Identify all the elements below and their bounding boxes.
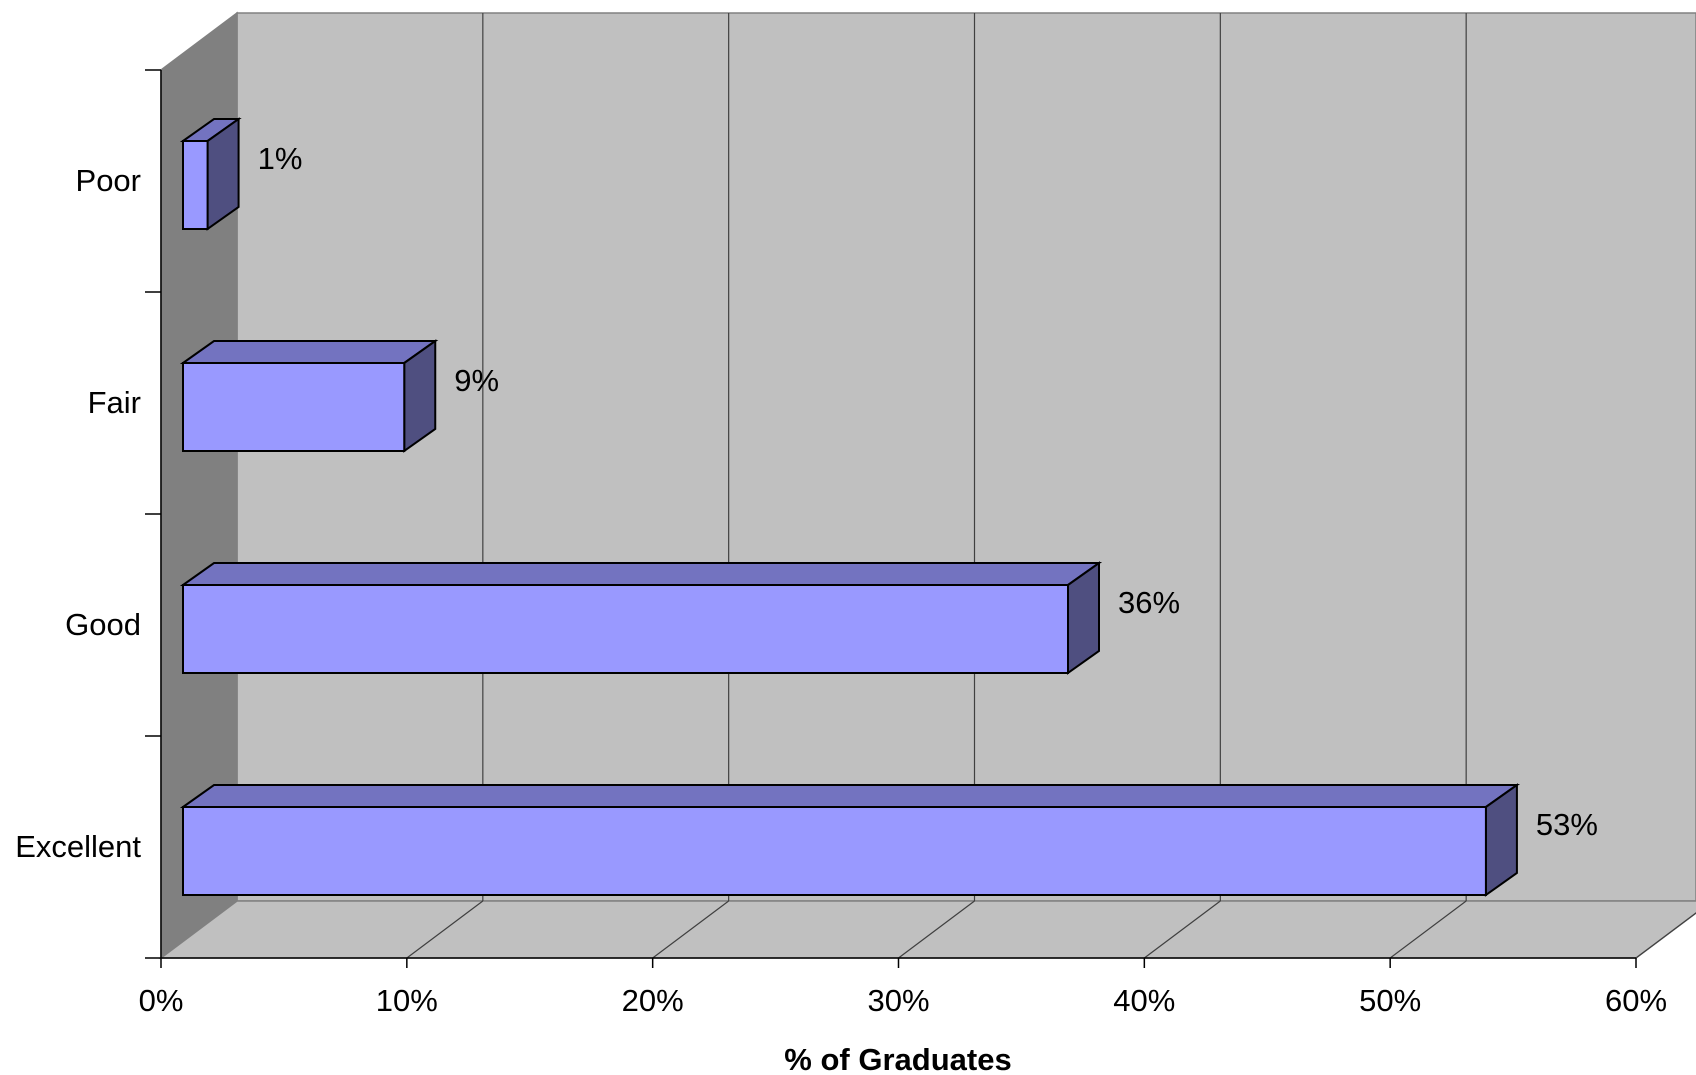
axes: [145, 69, 1637, 968]
back-wall: [236, 12, 1696, 902]
x-tick-label: 50%: [1359, 983, 1421, 1018]
floor: [158, 900, 1696, 959]
x-tick-label: 40%: [1113, 983, 1175, 1018]
floor-gridline: [1143, 900, 1221, 959]
floor-gridline: [1389, 900, 1467, 959]
gridlines: [406, 13, 1696, 959]
data-label: 1%: [258, 141, 303, 176]
bars: [179, 117, 1521, 897]
bar: [182, 140, 209, 230]
bar: [182, 362, 406, 452]
data-labels: 1% 9% 36% 53%: [258, 141, 1598, 842]
category-label: Poor: [76, 163, 141, 198]
x-axis-title: % of Graduates: [784, 1042, 1011, 1075]
x-tick-label: 0%: [139, 983, 184, 1018]
floor-gridline: [898, 900, 975, 959]
data-label: 36%: [1118, 585, 1180, 620]
category-label: Good: [65, 607, 141, 642]
category-label: Excellent: [15, 829, 141, 864]
floor-gridline: [406, 900, 484, 959]
floor-gridline: [652, 900, 730, 959]
x-tick-labels: 0% 10% 20% 30% 40% 50% 60%: [139, 983, 1667, 1018]
floor-gridline: [1635, 912, 1696, 959]
bar: [182, 584, 1069, 674]
bar-top: [179, 340, 439, 364]
bar: [182, 806, 1487, 896]
data-label: 53%: [1536, 807, 1598, 842]
category-labels: Poor Fair Good Excellent: [15, 163, 141, 864]
bar-top: [179, 784, 1521, 808]
x-tick-label: 30%: [867, 983, 929, 1018]
bar-top: [179, 562, 1103, 586]
category-label: Fair: [88, 385, 141, 420]
data-label: 9%: [454, 363, 499, 398]
x-tick-label: 60%: [1605, 983, 1667, 1018]
x-tick-label: 10%: [376, 983, 438, 1018]
chart-walls: [158, 11, 1696, 960]
x-tick-label: 20%: [622, 983, 684, 1018]
